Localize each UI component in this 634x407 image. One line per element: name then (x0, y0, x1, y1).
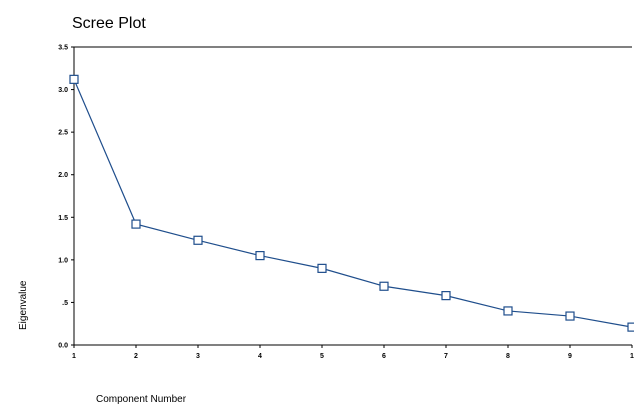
data-point-marker (131, 219, 141, 229)
x-tick-label: 5 (320, 353, 324, 360)
data-point-marker (441, 291, 451, 301)
series-line (73, 79, 633, 328)
axes (73, 46, 632, 346)
eigenvalue-series (69, 74, 634, 332)
y-tick-label: .5 (62, 300, 68, 307)
x-tick-label: 3 (196, 353, 200, 360)
y-tick-label: 1.0 (58, 257, 68, 264)
y-tick-label: 3.5 (58, 45, 68, 52)
chart-title: Scree Plot (72, 15, 146, 32)
y-tick-label: 0.0 (58, 343, 68, 350)
x-tick-label: 4 (258, 353, 262, 360)
x-tick-label: 9 (568, 353, 572, 360)
data-point-marker (255, 251, 265, 261)
data-point-marker (627, 322, 634, 332)
data-point-marker (69, 74, 79, 84)
data-point-marker (317, 263, 327, 273)
y-axis-title: Eigenvalue (18, 280, 29, 330)
x-axis-title: Component Number (96, 394, 187, 405)
y-tick-label: 2.5 (58, 130, 68, 137)
x-tick-label: 1 (630, 353, 634, 360)
data-point-marker (565, 311, 575, 321)
y-tick-label: 1.5 (58, 215, 68, 222)
y-axis-ticks: 0.0 .5 1.0 1.5 2.0 2.5 3.0 3.5 (58, 45, 74, 350)
x-tick-label: 8 (506, 353, 510, 360)
x-tick-label: 2 (134, 353, 138, 360)
x-tick-label: 1 (72, 353, 76, 360)
data-point-marker (379, 281, 389, 291)
data-point-marker (193, 235, 203, 245)
data-point-marker (503, 306, 513, 316)
x-axis-ticks: 1 2 3 4 5 6 7 8 9 1 (72, 345, 634, 360)
y-tick-label: 3.0 (58, 87, 68, 94)
x-tick-label: 7 (444, 353, 448, 360)
x-tick-label: 6 (382, 353, 386, 360)
y-tick-label: 2.0 (58, 172, 68, 179)
